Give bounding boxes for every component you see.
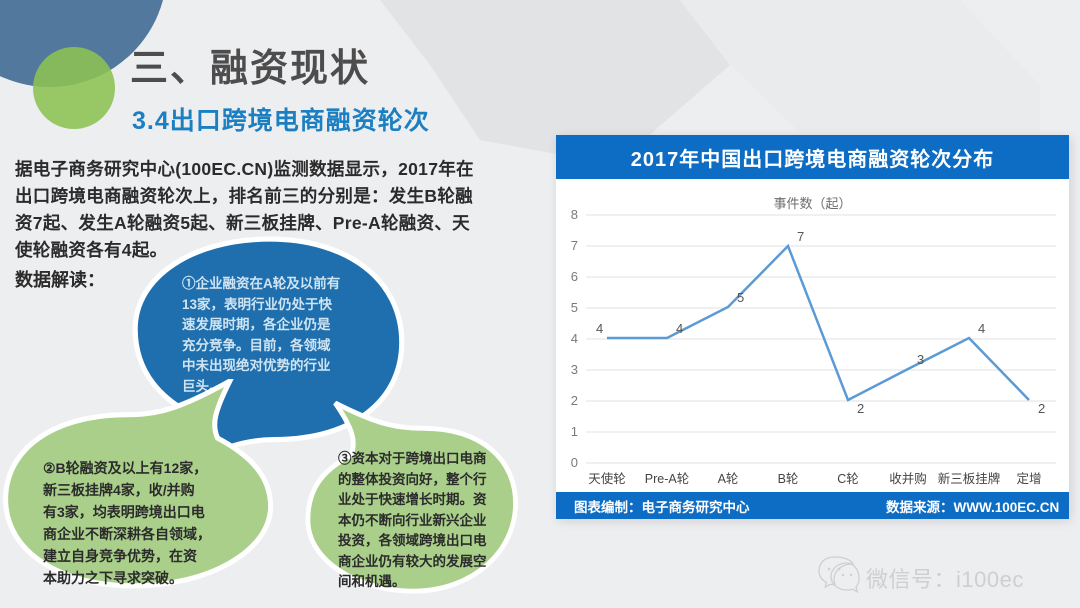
svg-text:7: 7: [571, 238, 578, 253]
svg-text:4: 4: [571, 331, 578, 346]
svg-text:天使轮: 天使轮: [588, 471, 626, 486]
svg-text:3: 3: [571, 362, 578, 377]
svg-text:5: 5: [737, 290, 744, 305]
svg-text:0: 0: [571, 455, 578, 470]
svg-text:6: 6: [571, 269, 578, 284]
svg-text:2: 2: [857, 401, 864, 416]
svg-text:3: 3: [917, 352, 924, 367]
svg-text:5: 5: [571, 300, 578, 315]
svg-text:A轮: A轮: [718, 472, 739, 486]
svg-text:4: 4: [676, 321, 683, 336]
svg-text:7: 7: [797, 229, 804, 244]
svg-text:收并购: 收并购: [889, 471, 927, 486]
svg-text:8: 8: [571, 207, 578, 222]
svg-text:4: 4: [596, 321, 603, 336]
svg-text:4: 4: [978, 321, 985, 336]
svg-text:C轮: C轮: [837, 472, 859, 486]
svg-text:2: 2: [571, 393, 578, 408]
svg-text:2: 2: [1038, 401, 1045, 416]
svg-text:1: 1: [571, 424, 578, 439]
svg-text:定增: 定增: [1016, 471, 1041, 486]
svg-text:Pre-A轮: Pre-A轮: [645, 472, 689, 486]
svg-text:新三板挂牌: 新三板挂牌: [938, 471, 1001, 486]
svg-text:B轮: B轮: [778, 472, 799, 486]
